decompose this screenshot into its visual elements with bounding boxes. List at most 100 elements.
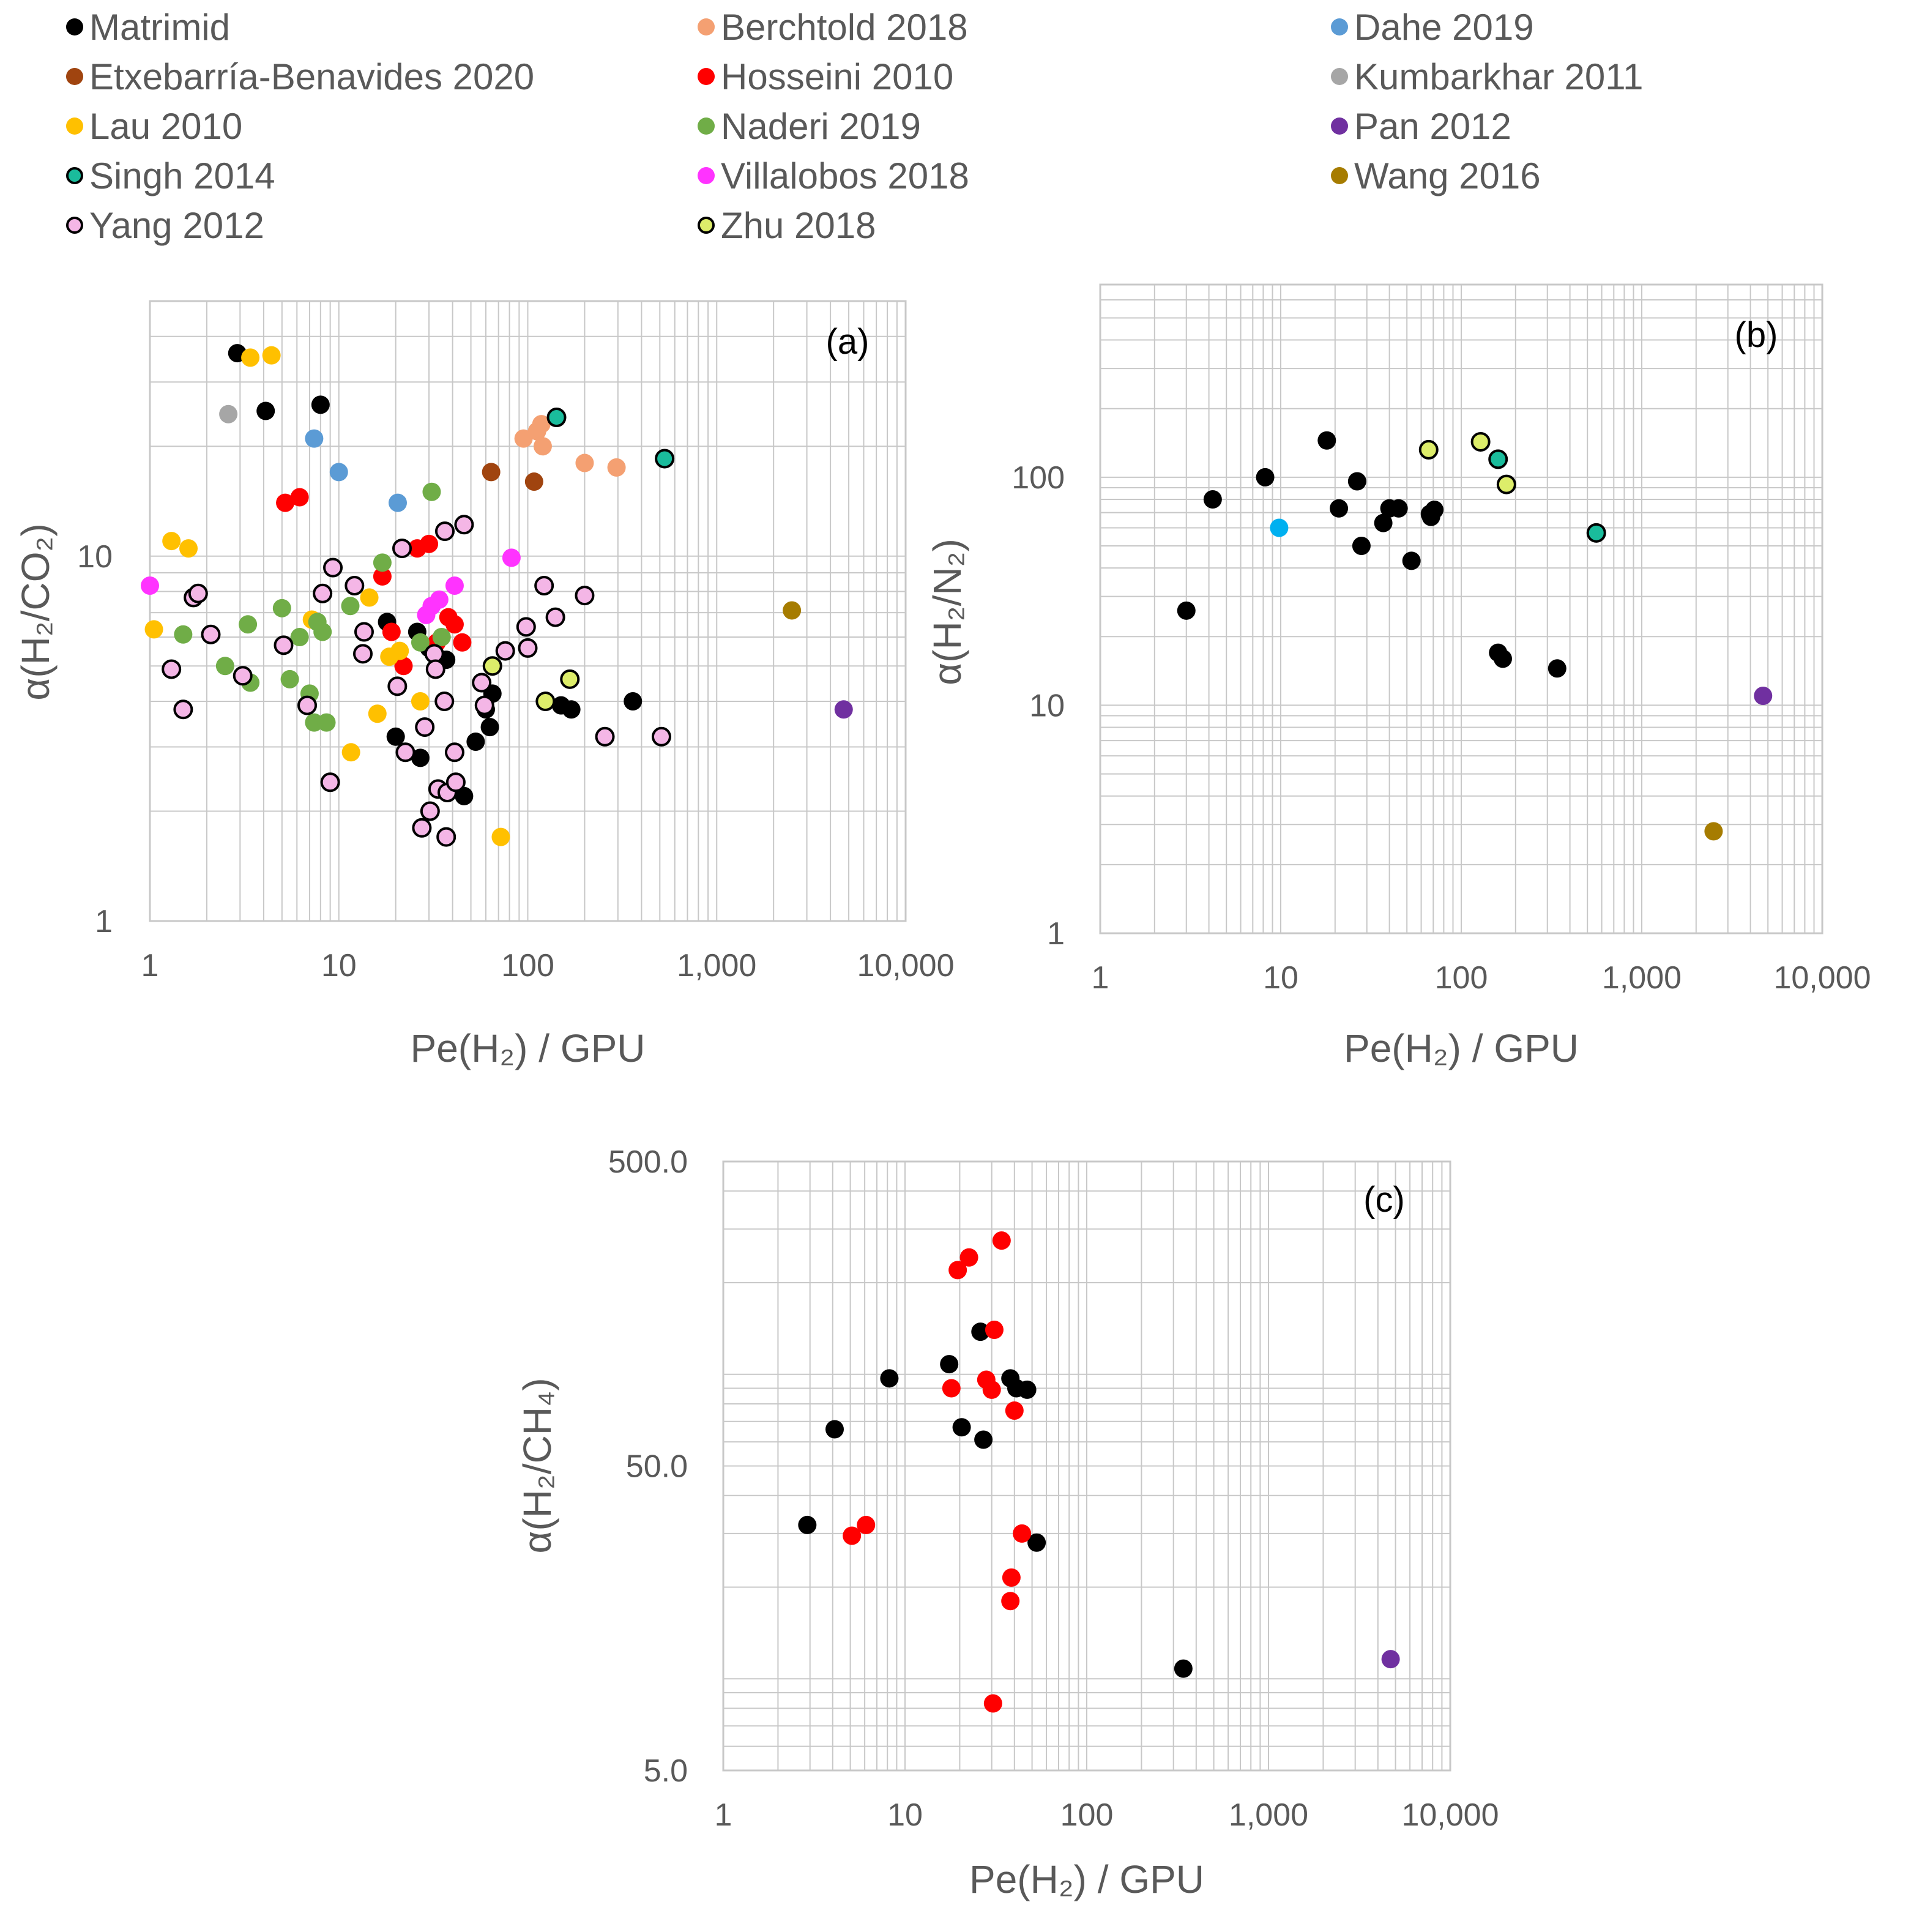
data-point <box>575 453 594 472</box>
legend-label: Pan 2012 <box>1354 105 1511 147</box>
x-tick-label: 1,000 <box>677 948 756 983</box>
data-point <box>651 726 671 747</box>
data-point <box>274 635 294 655</box>
data-point <box>983 1694 1002 1713</box>
data-point <box>436 827 456 847</box>
x-tick-label: 100 <box>1060 1797 1114 1833</box>
data-point <box>387 676 408 696</box>
legend-marker-icon <box>1331 68 1348 85</box>
data-point <box>518 638 538 658</box>
y-axis-label: α(H₂/CO₂) <box>13 523 58 700</box>
data-point <box>655 449 675 469</box>
data-point <box>341 743 360 762</box>
y-axis-label: α(H₂/CH₄) <box>515 1378 559 1553</box>
legend-marker-icon <box>698 68 715 85</box>
legend-marker-icon <box>1331 167 1348 184</box>
data-point <box>420 801 440 821</box>
y-axis-label: α(H₂/N₂) <box>925 539 969 685</box>
legend-marker-icon <box>698 217 715 234</box>
series <box>1381 1650 1400 1669</box>
data-point <box>560 669 580 689</box>
data-point <box>272 599 291 617</box>
data-point <box>545 607 565 627</box>
data-point <box>215 657 234 676</box>
legend-label: Berchtold 2018 <box>721 6 968 48</box>
data-point <box>1013 1524 1032 1543</box>
data-point <box>1174 1659 1193 1678</box>
legend-item: Dahe 2019 <box>1331 2 1534 51</box>
legend-marker-icon <box>1331 18 1348 35</box>
legend-label: Singh 2014 <box>89 155 275 196</box>
chart-panel: 1 10 100 1,000 10,000 1 10 100 Pe(H₂) / GPU α(H₂/… <box>925 283 1871 1070</box>
data-point <box>425 659 445 679</box>
data-point <box>256 401 275 420</box>
data-point <box>373 553 392 572</box>
series <box>482 463 543 491</box>
data-point <box>607 458 626 477</box>
data-point <box>454 515 474 535</box>
legend-marker-icon <box>66 68 83 85</box>
data-point <box>1347 472 1366 491</box>
data-point <box>453 633 472 652</box>
data-point <box>445 772 466 793</box>
legend-item: Naderi 2019 <box>698 102 921 151</box>
x-tick-label: 10,000 <box>857 948 954 983</box>
series <box>305 429 408 512</box>
legend-item: Lau 2010 <box>66 102 242 151</box>
y-tick-label: 5.0 <box>644 1753 688 1789</box>
data-point <box>411 692 430 711</box>
data-point <box>395 742 415 763</box>
data-point <box>276 493 295 512</box>
data-point <box>532 415 551 434</box>
data-point <box>188 583 208 603</box>
series <box>546 408 675 469</box>
legend-label: Matrimid <box>89 6 231 48</box>
data-point <box>1256 468 1275 487</box>
x-tick-label: 1,000 <box>1229 1797 1308 1833</box>
data-point <box>482 463 501 482</box>
legend-item: Zhu 2018 <box>698 201 876 250</box>
data-point <box>1389 499 1408 518</box>
series <box>798 1322 1193 1678</box>
data-point <box>1317 431 1336 450</box>
data-point <box>162 659 182 679</box>
legend-item: Pan 2012 <box>1331 102 1511 151</box>
legend-item: Villalobos 2018 <box>698 151 969 200</box>
series <box>228 344 643 805</box>
panel-label: (c) <box>1363 1180 1405 1220</box>
data-point <box>290 628 309 647</box>
legend-item: Berchtold 2018 <box>698 2 968 51</box>
data-point <box>1548 659 1566 678</box>
y-tick-label: 1 <box>95 904 113 939</box>
legend-marker-icon <box>66 18 83 35</box>
series <box>1488 449 1606 543</box>
data-point <box>141 576 159 595</box>
legend-label: Dahe 2019 <box>1354 6 1534 48</box>
series <box>834 700 853 719</box>
y-tick-label: 50.0 <box>626 1449 688 1485</box>
legend-marker-icon <box>66 217 83 234</box>
data-point <box>389 493 408 512</box>
x-axis-label: Pe(H₂) / GPU <box>411 1026 646 1070</box>
data-point <box>430 590 449 609</box>
data-point <box>201 624 221 644</box>
data-point <box>434 521 455 542</box>
x-tick-label: 100 <box>1435 960 1488 996</box>
panel-label: (b) <box>1735 315 1778 355</box>
data-point <box>311 395 330 414</box>
legend-label: Etxebarría-Benavides 2020 <box>89 56 535 97</box>
data-point <box>624 692 643 711</box>
data-point <box>411 748 430 767</box>
x-axis-label: Pe(H₂) / GPU <box>1344 1026 1579 1070</box>
data-point <box>974 1430 993 1449</box>
legend-marker-icon <box>698 18 715 35</box>
data-point <box>1352 537 1371 556</box>
data-point <box>1704 822 1723 841</box>
data-point <box>313 622 332 641</box>
data-point <box>783 601 802 620</box>
data-point <box>317 713 336 732</box>
legend-marker-icon <box>66 117 83 135</box>
data-point <box>373 567 392 586</box>
series <box>162 515 671 847</box>
